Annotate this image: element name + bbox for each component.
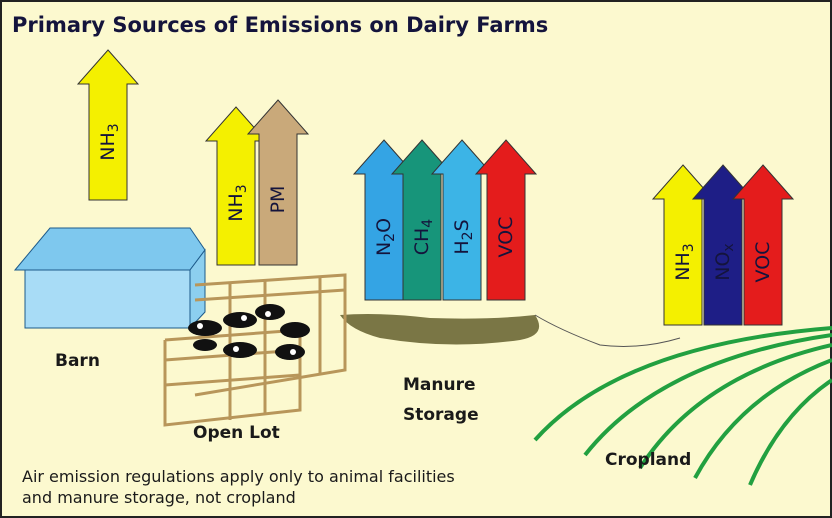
arrow-label-subscript: 3 <box>234 184 250 193</box>
arrow-label: VOC <box>752 242 774 283</box>
cropland-label: Cropland <box>605 450 691 470</box>
arrow-label-text: VOC <box>752 242 774 283</box>
arrow-label-text: S <box>451 219 473 231</box>
arrow-label-text: PM <box>267 186 289 214</box>
barn-label: Barn <box>55 351 100 371</box>
barn <box>15 228 205 328</box>
arrow-label-text: CH <box>411 228 433 256</box>
arrow-label-text: NH <box>97 132 119 161</box>
arrow-label-subscript: x <box>721 243 737 251</box>
note-line: and manure storage, not cropland <box>22 488 296 507</box>
arrow-label-subscript: 3 <box>681 243 697 252</box>
arrow-label-text: H <box>451 240 473 254</box>
manure-label: Manure <box>403 375 476 395</box>
arrow-label-text: NH <box>225 193 247 222</box>
diagram: Primary Sources of Emissions on Dairy Fa… <box>0 0 832 518</box>
arrow-label: VOC <box>495 217 517 258</box>
arrow-label-subscript: 4 <box>420 219 436 228</box>
arrow-label-text: N <box>373 242 395 256</box>
arrow-label-text: NO <box>712 252 734 281</box>
arrow-label-subscript: 2 <box>460 231 476 240</box>
arrow-label: PM <box>267 186 289 214</box>
title: Primary Sources of Emissions on Dairy Fa… <box>12 13 548 37</box>
arrow-label-subscript: 2 <box>382 233 398 242</box>
open-lot-label: Open Lot <box>193 423 280 443</box>
storage-label: Storage <box>403 405 479 425</box>
arrow-label-text: VOC <box>495 217 517 258</box>
note-line: Air emission regulations apply only to a… <box>22 467 455 486</box>
arrow-label-text: NH <box>672 252 694 281</box>
arrow-label-subscript: 3 <box>106 123 122 132</box>
arrow-label-text: O <box>373 218 395 233</box>
